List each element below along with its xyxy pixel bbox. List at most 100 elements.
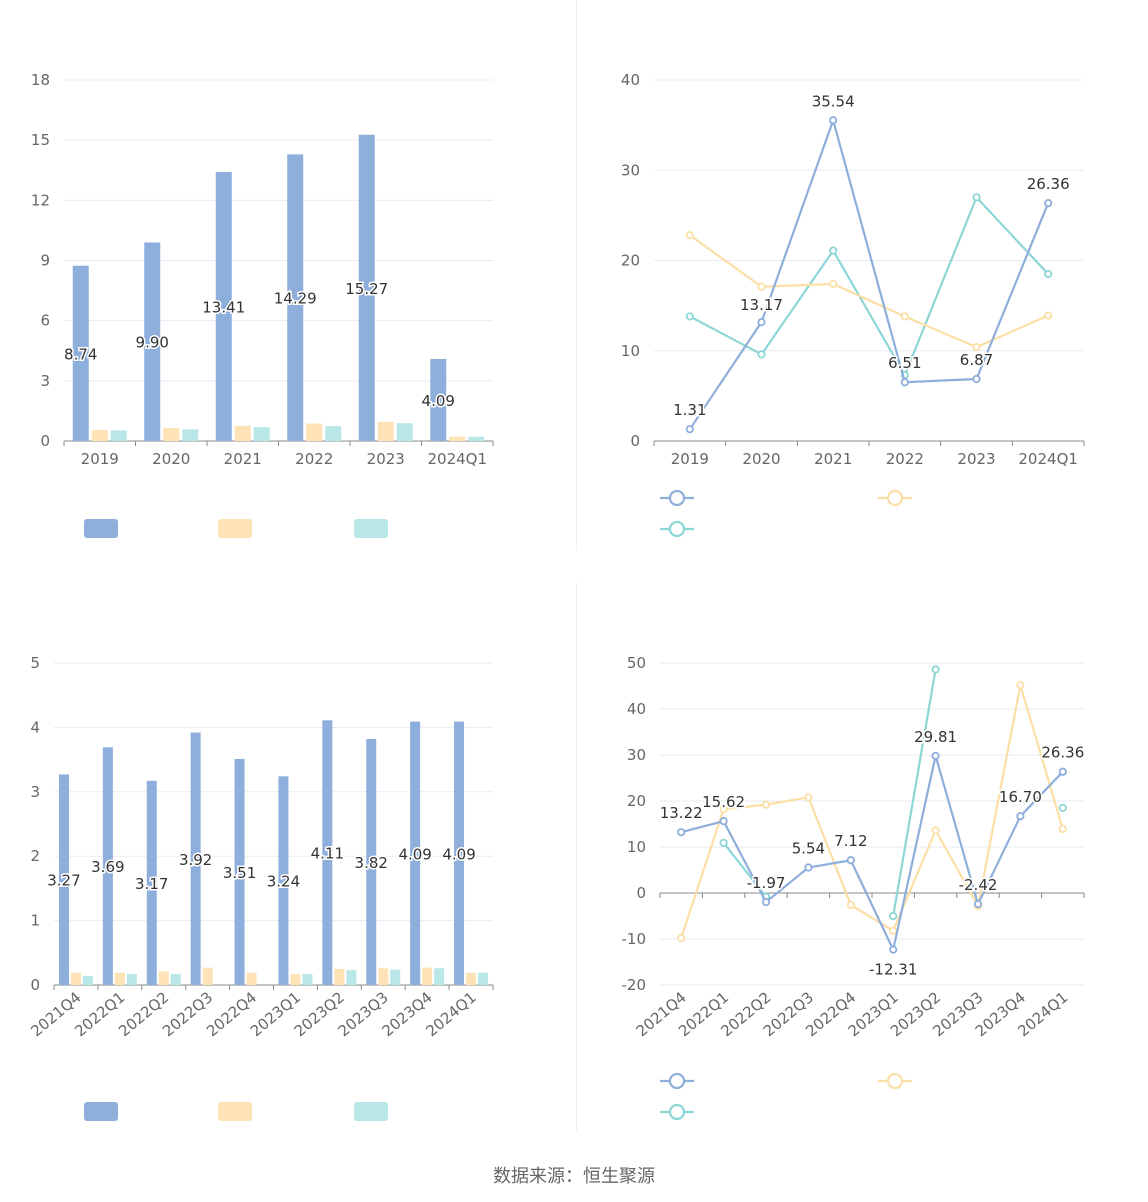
line-data-label: 35.54 (812, 92, 855, 110)
parent-profit-growth-point (900, 312, 909, 321)
deducted-profit-growth-point (972, 193, 981, 202)
deducted-profit-growth-point (829, 246, 838, 255)
deducted-profit-growth-point (1044, 269, 1053, 279)
bar-parent-profit (163, 427, 180, 441)
panel-divider-top (576, 0, 577, 550)
y-tick-label: 10 (621, 342, 640, 360)
parent-profit-growth-point (1058, 824, 1067, 834)
line-data-label: 13.17 (740, 296, 783, 314)
line-data-label: 15.62 (702, 793, 745, 811)
bar-deducted-profit (346, 970, 357, 985)
y-tick-label: 40 (627, 700, 646, 718)
bar-data-label: 3.27 (47, 872, 80, 890)
bar-revenue (234, 758, 245, 985)
parent-profit-growth-point (1044, 311, 1053, 320)
x-tick-label: 2024Q1 (1018, 450, 1078, 468)
bar-revenue (215, 172, 232, 441)
quarterly-growth-rate-panel: -20 -10 0 10 20 30 40 50 2021Q4 2022Q1 2022Q2 2022Q… (574, 582, 1148, 1162)
parent-profit-growth-point (804, 793, 813, 802)
bar-revenue (287, 154, 304, 441)
bar-revenue (454, 721, 465, 985)
bar-data-label: 4.09 (422, 392, 455, 410)
bar-deducted-profit (302, 974, 313, 985)
y-tick-label: 4 (30, 718, 40, 736)
y-tick-label: 3 (30, 783, 40, 801)
bar-revenue (278, 776, 289, 985)
deducted-profit-growth-point (889, 911, 898, 921)
revenue-growth-point (804, 863, 813, 872)
bar-deducted-profit (253, 427, 270, 441)
bar-revenue (144, 242, 161, 441)
deducted-profit-growth-point (685, 312, 694, 321)
annual-revenue-profit-panel: 0 3 6 9 12 15 18 2019 2020 2021 2022 2023 2024Q1 8.74… (0, 0, 574, 580)
bar-revenue (190, 732, 201, 985)
x-tick-label: 2023 (957, 450, 995, 468)
bar-parent-profit (91, 429, 108, 441)
quarterly-revenue-profit-chart: 0123452021Q42022Q12022Q22022Q32022Q42023… (27, 654, 494, 1121)
parent-profit-growth-point (889, 926, 898, 935)
parent-profit-growth-point (685, 231, 694, 240)
bar-deducted-profit (396, 423, 413, 441)
bar-revenue (146, 780, 157, 985)
x-tick-label: 2021 (814, 450, 852, 468)
bar-deducted-profit (126, 974, 137, 985)
bar-parent-profit (246, 972, 257, 985)
bar-parent-profit (306, 423, 323, 441)
legend-marker (886, 1072, 904, 1090)
y-tick-label: -20 (622, 976, 647, 994)
revenue-growth-line (688, 116, 1050, 430)
legend-marker (668, 1072, 686, 1090)
bar-revenue (410, 721, 421, 985)
line-data-label: -12.31 (869, 961, 917, 979)
line-data-label: 1.31 (673, 401, 706, 419)
y-tick-label: 30 (627, 746, 646, 764)
bar-parent-profit (70, 972, 81, 985)
annual-growth-rate-chart: 0 10 20 30 40 2019 2020 2021 2022 2023 2024Q1 1.31 1… (621, 71, 1085, 538)
y-tick-label: 30 (621, 161, 640, 179)
bar-parent-profit (422, 967, 433, 985)
parent-profit-growth-point (846, 900, 855, 910)
revenue-growth-point (973, 900, 983, 909)
parent-profit-growth-point (931, 826, 940, 835)
bar-data-label: 3.51 (223, 864, 256, 882)
bar-deducted-profit (468, 436, 485, 441)
line-data-label: 5.54 (792, 840, 825, 858)
bar-data-label: 9.90 (136, 334, 169, 352)
y-tick-label: 40 (621, 71, 640, 89)
x-tick-label: 2021 (224, 450, 262, 468)
bar-data-label: 3.69 (91, 858, 124, 876)
y-tick-label: 6 (40, 312, 50, 330)
revenue-growth-point (677, 828, 686, 837)
legend-marker (668, 1103, 686, 1121)
x-tick-label: 2020 (742, 450, 780, 468)
deducted-profit-growth-line (689, 195, 1049, 378)
data-source: 数据来源：恒生聚源 (493, 1166, 655, 1187)
bar-deducted-profit (110, 430, 127, 441)
parent-profit-growth-point (761, 800, 771, 809)
line-data-label: 6.87 (960, 351, 993, 369)
parent-profit-growth-line (689, 234, 1049, 349)
y-tick-label: 3 (40, 372, 50, 390)
parent-profit-growth-point (1016, 680, 1025, 690)
legend-swatch (354, 519, 388, 538)
revenue-growth-point (757, 318, 766, 327)
x-tick-label: 2022 (886, 450, 924, 468)
y-tick-label: 20 (627, 792, 646, 810)
bar-data-label: 4.09 (442, 845, 475, 863)
legend-marker (668, 489, 686, 507)
revenue-growth-point (1044, 199, 1053, 208)
annual-revenue-profit-chart: 0 3 6 9 12 15 18 2019 2020 2021 2022 2023 2024Q1 8.74… (31, 71, 494, 538)
x-tick-label: 2023 (367, 450, 405, 468)
bar-deducted-profit (390, 969, 401, 985)
annual-growth-rate-panel: 0 10 20 30 40 2019 2020 2021 2022 2023 2024Q1 1.31 1… (574, 0, 1148, 580)
line-data-label: 13.22 (660, 804, 703, 822)
bar-deducted-profit (182, 429, 199, 441)
x-tick-label: 2020 (152, 450, 190, 468)
bar-revenue (102, 747, 113, 985)
y-tick-label: 18 (31, 71, 50, 89)
bar-data-label: 3.82 (355, 854, 388, 872)
bar-revenue (58, 774, 69, 985)
bar-parent-profit (158, 971, 169, 985)
panel-divider-bottom (576, 582, 577, 1132)
x-tick-label: 2024Q1 (427, 450, 487, 468)
